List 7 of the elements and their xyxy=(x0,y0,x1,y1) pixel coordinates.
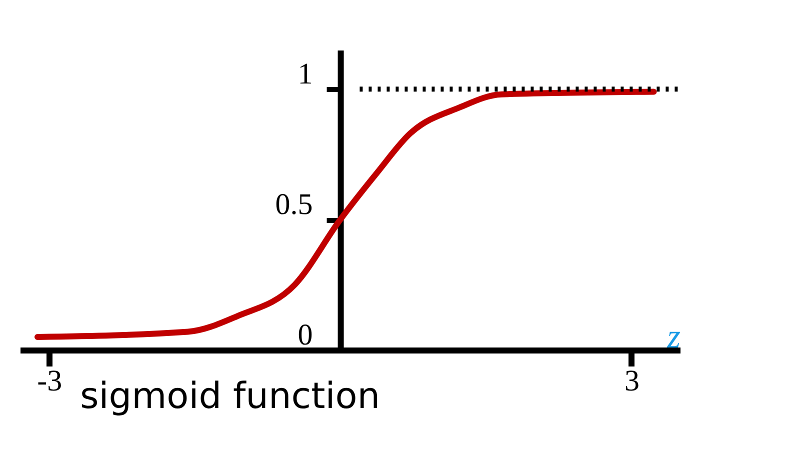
text: sigmoid function xyxy=(80,376,380,417)
y-tick-label: 0 xyxy=(298,318,313,352)
x-axis-title: z xyxy=(666,318,680,356)
x-tick-label: 3 xyxy=(624,364,640,398)
y-tick-label: 1 xyxy=(298,58,313,91)
x-tick-label: -3 xyxy=(37,364,62,398)
y-tick-label: 0.5 xyxy=(275,188,313,222)
